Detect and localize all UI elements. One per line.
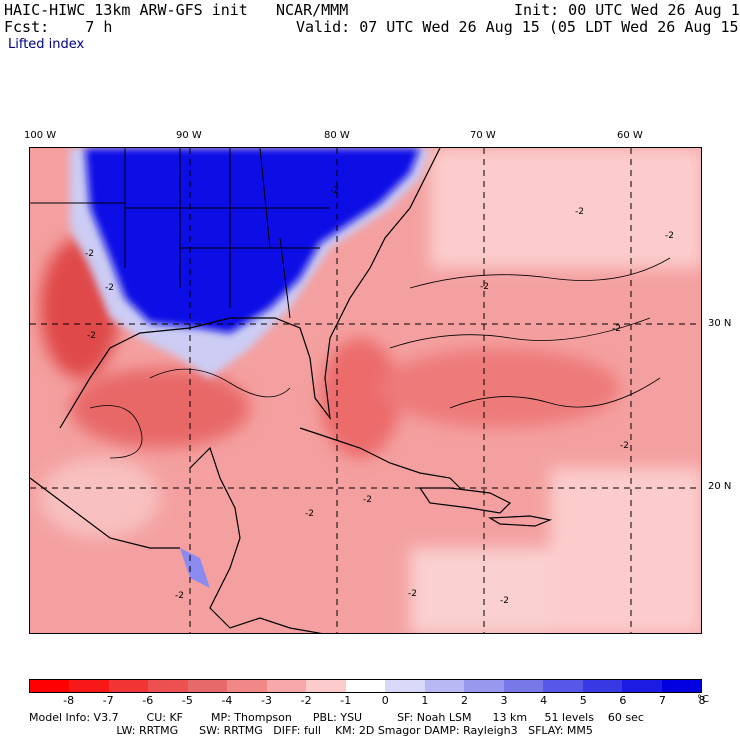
colorbar-swatch xyxy=(345,680,386,692)
contour-label: -2 xyxy=(330,186,339,196)
lifted-index-map: -2 -2 -2 -2 -2 -2 -2 -2 -2 -2 -2 -2 -2 -… xyxy=(29,147,702,634)
colorbar-swatch xyxy=(582,680,623,692)
colorbar-tick-label: -2 xyxy=(300,694,312,707)
colorbar-swatch xyxy=(69,680,109,692)
colorbar-tick-label: 3 xyxy=(500,694,508,707)
coastlines xyxy=(30,148,553,633)
colorbar-swatch xyxy=(30,680,70,692)
org-label: NCAR/MMM xyxy=(276,1,349,19)
contour-lines xyxy=(89,257,671,459)
field-band-atlantic xyxy=(380,348,620,428)
colorbar-tick-label: 6 xyxy=(619,694,627,707)
colorbar-tick-label: -5 xyxy=(181,694,193,707)
map-canvas: -2 -2 -2 -2 -2 -2 -2 -2 -2 -2 -2 -2 -2 -… xyxy=(30,148,701,633)
contour-label: -2 xyxy=(105,283,114,293)
lon-label-70w: 70 W xyxy=(470,130,496,141)
colorbar-swatch xyxy=(187,680,228,692)
contour-label: -2 xyxy=(408,589,417,599)
colorbar-tick-label: 8 xyxy=(698,694,706,707)
colorbar-swatch xyxy=(227,680,267,692)
colorbar-tick-label: 0 xyxy=(381,694,389,707)
field-strong-florida-straits xyxy=(320,338,400,458)
colorbar-unit: °C xyxy=(697,694,709,705)
colorbar-tick-label: 7 xyxy=(658,694,666,707)
colorbar-swatch xyxy=(306,680,346,692)
model-info-line1: Model Info: V3.7 CU: KF MP: Thompson PBL… xyxy=(29,711,644,724)
colorbar-tick-label: -8 xyxy=(63,694,75,707)
colorbar-swatch xyxy=(464,680,504,692)
contour-labels: -2 -2 -2 -2 -2 -2 -2 -2 -2 -2 -2 -2 -2 -… xyxy=(85,186,674,606)
colorbar-swatch xyxy=(385,680,425,692)
contour-label: -2 xyxy=(620,441,629,451)
stable-zone-central-america xyxy=(180,548,210,588)
stable-zone-core xyxy=(85,148,420,333)
model-info-line2: LW: RRTMG SW: RRTMG DIFF: full KM: 2D Sm… xyxy=(29,724,593,737)
lat-label-30n: 30 N xyxy=(708,318,732,329)
colorbar-tick-label: 2 xyxy=(460,694,468,707)
lat-lon-grid xyxy=(30,148,701,633)
colorbar-tick-label: -3 xyxy=(261,694,272,707)
colorbar-swatch xyxy=(543,680,583,692)
contour-label: -2 xyxy=(480,282,489,292)
colorbar-swatch xyxy=(622,680,662,692)
lon-label-80w: 80 W xyxy=(324,130,350,141)
colorbar-tick-label: 5 xyxy=(579,694,587,707)
contour-label: -2 xyxy=(363,495,372,505)
field-weak-s xyxy=(410,548,550,633)
field-weak-ne xyxy=(430,148,701,268)
valid-time: Valid: 07 UTC Wed 26 Aug 15 (05 LDT Wed … xyxy=(296,18,740,36)
colorbar-swatch xyxy=(424,680,465,692)
lon-label-100w: 100 W xyxy=(24,130,57,141)
init-time: Init: 00 UTC Wed 26 Aug 15 xyxy=(514,1,740,19)
colorbar-swatch xyxy=(503,680,544,692)
colorbar-tick-label: 4 xyxy=(540,694,548,707)
contour-label: -2 xyxy=(87,331,96,341)
field-weak-se xyxy=(550,468,701,633)
contour-label: -2 xyxy=(612,324,621,334)
lon-label-90w: 90 W xyxy=(176,130,202,141)
colorbar-tick-label: -4 xyxy=(221,694,233,707)
contour-label: -2 xyxy=(175,591,184,601)
contour-label: -2 xyxy=(665,231,674,241)
colorbar xyxy=(29,679,702,693)
colorbar-tick-label: -1 xyxy=(340,694,352,707)
contour-label: -2 xyxy=(500,596,509,606)
state-boundaries xyxy=(30,148,330,319)
colorbar-swatch xyxy=(266,680,307,692)
field-strong-gulf xyxy=(70,368,250,448)
field-weak-mexico xyxy=(40,458,160,538)
contour-label: -2 xyxy=(85,249,94,259)
contour-label: -2 xyxy=(575,207,584,217)
colorbar-tick-label: 1 xyxy=(421,694,429,707)
lon-label-60w: 60 W xyxy=(617,130,643,141)
forecast-hour: Fcst: 7 h xyxy=(4,18,113,36)
colorbar-tick-label: -7 xyxy=(102,694,114,707)
colorbar-tick-label: -6 xyxy=(142,694,154,707)
colorbar-swatch xyxy=(661,680,701,692)
lat-label-20n: 20 N xyxy=(708,481,732,492)
model-title: HAIC-HIWC 13km ARW-GFS init xyxy=(4,1,248,19)
colorbar-swatch xyxy=(148,680,188,692)
contour-label: -2 xyxy=(305,509,314,519)
colorbar-swatch xyxy=(108,680,149,692)
field-name: Lifted index xyxy=(8,37,85,52)
